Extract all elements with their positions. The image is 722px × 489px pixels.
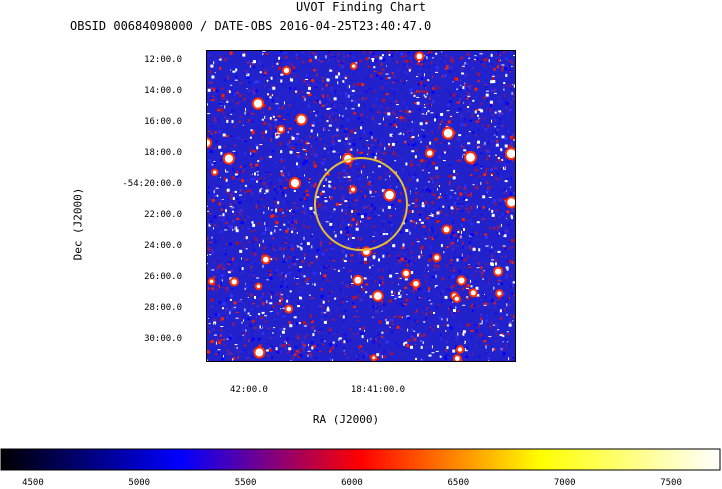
y-tick-label: 18:00.0 — [144, 148, 182, 158]
colorbar — [0, 448, 721, 471]
noise-layer — [206, 50, 516, 362]
y-tick-label: 16:00.0 — [144, 117, 182, 127]
y-tick-label: 24:00.0 — [144, 241, 182, 251]
colorbar-tick-label: 6000 — [341, 478, 363, 488]
image-background — [206, 50, 516, 362]
chart-title: UVOT Finding Chart — [295, 0, 427, 14]
colorbar-gradient — [0, 448, 721, 471]
y-tick-label: 14:00.0 — [144, 86, 182, 96]
y-tick-label: 22:00.0 — [144, 210, 182, 220]
y-tick-label: 30:00.0 — [144, 334, 182, 344]
y-tick-label: 12:00.0 — [144, 55, 182, 65]
x-tick-label: 42:00.0 — [230, 385, 268, 395]
image-frame — [206, 50, 516, 362]
sky-image — [206, 50, 516, 362]
y-axis-label: Dec (J2000) — [71, 187, 85, 261]
y-tick-label: 28:00.0 — [144, 303, 182, 313]
y-tick-label: 26:00.0 — [144, 272, 182, 282]
colorbar-tick-label: 6500 — [447, 478, 470, 488]
y-tick-label: -54:20:00.0 — [122, 179, 182, 189]
colorbar-tick-label: 7000 — [553, 478, 576, 488]
star-layer — [206, 51, 516, 362]
chart-subtitle: OBSID 00684098000 / DATE-OBS 2016-04-25T… — [70, 19, 432, 33]
x-axis-label: RA (J2000) — [312, 413, 380, 426]
target-circle — [314, 157, 408, 251]
x-tick-label: 18:41:00.0 — [350, 385, 406, 395]
colorbar-tick-label: 4500 — [22, 478, 44, 488]
colorbar-tick-label: 5500 — [234, 478, 257, 488]
colorbar-tick-label: 7500 — [660, 478, 682, 488]
colorbar-tick-label: 5000 — [128, 478, 151, 488]
